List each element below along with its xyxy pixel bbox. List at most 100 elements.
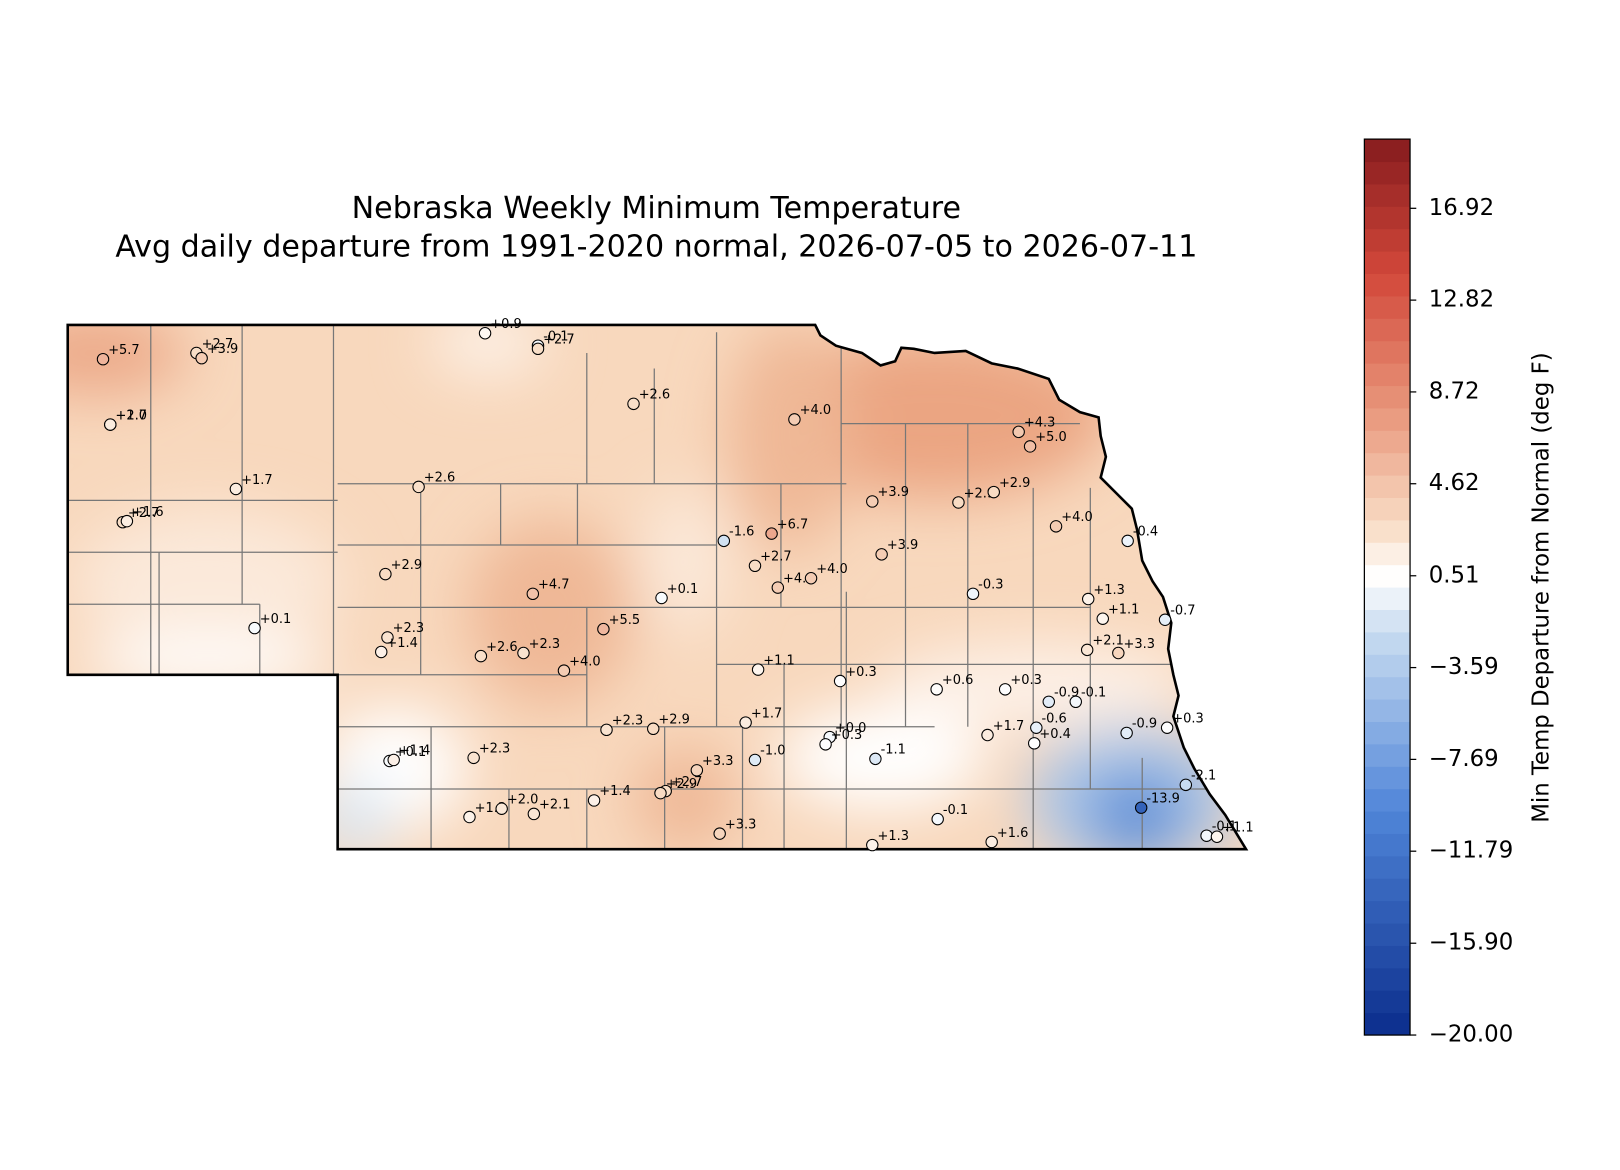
station-label: +2.9 [658, 713, 690, 728]
station-label: +2.7 [543, 333, 574, 348]
station-marker [597, 622, 610, 636]
station-label: +3.9 [207, 342, 239, 357]
station-label: +6.7 [777, 517, 809, 532]
station-marker [748, 753, 762, 767]
station-marker [987, 485, 1000, 499]
colorbar-band [1364, 318, 1411, 342]
station-label: +0.3 [831, 728, 863, 743]
colorbar-tick-label: −7.69 [1429, 746, 1499, 772]
colorbar-band [1364, 587, 1411, 610]
subtitle: Avg daily departure from 1991-2020 norma… [115, 229, 1197, 264]
station-marker [463, 810, 476, 824]
station-label: +3.9 [877, 485, 909, 500]
colorbar-band [1364, 654, 1411, 678]
station-marker [1160, 721, 1174, 734]
station-marker [1080, 643, 1094, 657]
station-label: -0.1 [943, 803, 968, 818]
colorbar-band [1364, 811, 1411, 834]
station-marker [717, 534, 731, 548]
station-label: +2.7 [202, 337, 234, 352]
colorbar-band [1364, 990, 1411, 1014]
station-label: +2.7 [760, 550, 792, 565]
colorbar-band [1364, 385, 1411, 409]
station-marker [381, 631, 394, 644]
station-label: +1.7 [751, 706, 783, 721]
station-label: +2.6 [486, 640, 518, 655]
station-label: +4.0 [1061, 510, 1093, 525]
station-marker [1210, 830, 1224, 843]
colorbar-band [1364, 900, 1411, 924]
station-label: -1.0 [760, 744, 785, 759]
colorbar-band [1364, 430, 1411, 454]
colorbar-band [1364, 721, 1411, 745]
station-marker [869, 752, 882, 766]
station-marker [104, 418, 117, 431]
station-marker [96, 352, 110, 366]
colorbar-band [1364, 407, 1411, 431]
station-marker [1158, 613, 1172, 627]
station-marker [952, 496, 965, 509]
colorbar-band [1364, 161, 1411, 185]
station-label: +4.3 [1024, 416, 1055, 431]
colorbar-band [1364, 676, 1411, 700]
station-label: -0.1 [1081, 686, 1106, 701]
colorbar-tick-label: −20.00 [1429, 1022, 1513, 1048]
colorbar-band [1364, 452, 1411, 476]
colorbar-band [1364, 766, 1411, 790]
station-marker [375, 645, 388, 659]
station-label: +1.3 [877, 829, 909, 844]
station-label: +1.6 [997, 826, 1029, 841]
station-marker [412, 480, 425, 494]
colorbar-band [1364, 206, 1411, 230]
station-marker [1049, 520, 1063, 533]
station-label: -0.6 [1042, 712, 1067, 727]
station-label: -1.1 [881, 743, 906, 758]
colorbar-band [1364, 475, 1411, 499]
station-marker [1200, 829, 1213, 842]
station-marker [751, 663, 765, 676]
station-marker [1081, 592, 1095, 606]
station-marker [1121, 534, 1134, 548]
station-label: +0.0 [835, 721, 867, 736]
station-marker [474, 649, 488, 663]
colorbar-band [1364, 945, 1411, 969]
station-marker [531, 342, 545, 356]
station-label: +0.3 [1010, 673, 1042, 688]
station-marker [120, 514, 134, 528]
station-marker [804, 572, 818, 585]
station-label: +2.9 [391, 558, 423, 573]
station-marker [229, 482, 243, 496]
station-marker [1096, 612, 1109, 625]
station-label: +2.9 [964, 486, 996, 501]
station-label: -0.7 [1170, 604, 1195, 619]
station-label: +0.6 [942, 673, 974, 688]
station-marker [379, 567, 392, 581]
station-label: +1.1 [1108, 603, 1140, 618]
colorbar-band [1364, 743, 1411, 767]
station-label: +0.3 [1172, 712, 1204, 727]
station-label: +0.1 [260, 612, 291, 627]
station-marker [833, 674, 847, 688]
station-label: +5.0 [1035, 430, 1066, 445]
station-marker [788, 413, 801, 426]
station-marker [587, 794, 601, 807]
station-label: +2.6 [639, 388, 671, 403]
colorbar-tick-label: −3.59 [1429, 654, 1499, 680]
station-label: +3.3 [725, 817, 757, 832]
station-label: +1.4 [599, 784, 631, 799]
station-marker [1179, 778, 1193, 792]
station-label: +3.3 [702, 754, 734, 769]
station-marker [557, 664, 571, 677]
station-marker [1112, 646, 1125, 660]
station-marker [467, 751, 480, 765]
station-marker [1120, 726, 1133, 740]
station-marker [495, 802, 508, 815]
station-marker [1069, 695, 1082, 709]
colorbar-band [1364, 788, 1411, 812]
station-label: -0.3 [978, 578, 1003, 593]
station-label: +5.5 [609, 613, 641, 628]
station-label: +2.0 [115, 408, 147, 423]
station-label: +2.0 [507, 793, 538, 808]
colorbar: 16.92 12.82 8.72 4.62 0.51 −3.59 −7.69 −11.79 −1… [1363, 138, 1513, 1048]
